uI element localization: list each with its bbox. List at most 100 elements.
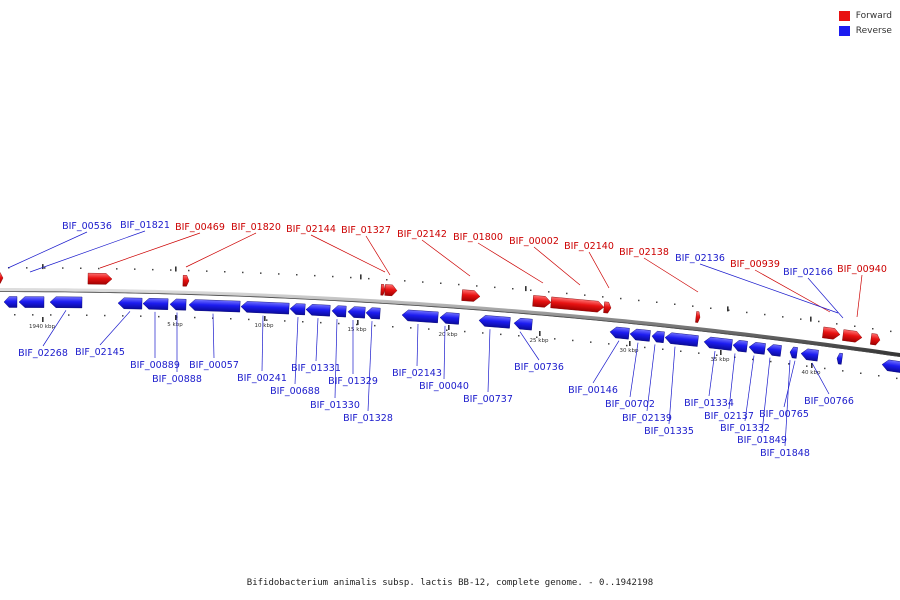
tick-dot-top <box>458 283 460 286</box>
reverse-gene-arrow-13-arrow <box>401 309 439 324</box>
forward-gene-arrow-9-arrow <box>695 311 701 323</box>
tick-dot-bottom <box>302 321 304 323</box>
tick-dot-bottom <box>536 336 538 338</box>
reverse-gene-arrow-20-arrow <box>664 332 699 347</box>
tick-dot-bottom <box>50 314 52 316</box>
legend-forward: Forward <box>838 8 892 23</box>
forward-gene-arrow-4-arrow <box>384 284 398 297</box>
legend-reverse-label: Reverse <box>855 25 892 36</box>
leader-bif-01328 <box>367 321 373 412</box>
gene-label-bif-00146: BIF_00146 <box>568 385 618 396</box>
reverse-gene-arrow-16 <box>513 317 533 331</box>
reverse-gene-arrow-10-arrow <box>331 305 347 318</box>
scale-label-40-kbp: 40 kbp <box>802 370 821 376</box>
forward-gene-arrow-6-arrow <box>532 295 552 308</box>
forward-gene-arrow-10 <box>822 326 841 340</box>
tick-dot-top <box>872 328 874 330</box>
tick-dot-top <box>134 268 136 270</box>
leader-bif-00146 <box>592 340 620 384</box>
reverse-gene-arrow-24 <box>766 344 782 357</box>
scale-tick <box>42 317 44 322</box>
tick-dot-top <box>422 281 424 283</box>
forward-gene-arrow-1 <box>87 272 113 285</box>
tick-dot-top <box>692 305 694 307</box>
tick-dot-top <box>656 301 658 303</box>
reverse-gene-arrow-25-arrow <box>789 346 798 359</box>
reverse-gene-arrow-26-arrow <box>800 348 819 362</box>
scale-tick <box>175 315 177 320</box>
leader-bif-00940 <box>856 274 863 318</box>
scale-tick <box>448 325 450 330</box>
leader-bif-00688 <box>294 317 299 385</box>
tick-dot-top <box>710 307 712 309</box>
leader-bif-01849 <box>761 357 771 434</box>
leader-bif-01330 <box>334 319 338 399</box>
gene-label-bif-02144: BIF_02144 <box>286 224 336 235</box>
tick-dot-top <box>638 299 640 302</box>
scale-tick <box>811 363 813 368</box>
tick-dot-bottom <box>428 328 430 330</box>
forward-gene-arrow-5-arrow <box>461 289 481 302</box>
tick-dot-top <box>476 285 478 287</box>
reverse-gene-arrow-5-arrow <box>169 298 187 311</box>
tick-dot-bottom <box>68 314 70 316</box>
leader-bif-02143 <box>416 323 419 367</box>
reverse-gene-arrow-16-arrow <box>513 317 533 331</box>
leader-bif-00536 <box>7 231 88 269</box>
tick-dot-bottom <box>896 377 898 380</box>
tick-dot-top <box>296 274 298 276</box>
leader-bif-02138 <box>643 257 699 293</box>
forward-gene-arrow-2-arrow <box>182 275 190 287</box>
tick-dot-top <box>278 273 280 275</box>
reverse-gene-arrow-24-arrow <box>766 344 782 357</box>
reverse-gene-arrow-21 <box>703 336 733 351</box>
tick-dot-bottom <box>626 344 628 347</box>
genome-caption: Bifidobacterium animalis subsp. lactis B… <box>246 578 654 588</box>
tick-dot-bottom <box>446 329 448 331</box>
tick-dot-bottom <box>518 335 520 337</box>
tick-dot-bottom <box>770 360 772 363</box>
gene-label-bif-01800: BIF_01800 <box>453 232 503 243</box>
tick-dot-bottom <box>158 315 160 318</box>
scale-label-10-kbp: 10 kbp <box>255 323 274 329</box>
leader-bif-02137 <box>728 353 736 410</box>
reverse-gene-arrow-25 <box>789 346 798 359</box>
leader-bif-01331 <box>315 318 319 362</box>
scale-label-1940-kbp: 1940 kbp <box>29 324 55 330</box>
tick-dot-bottom <box>284 320 286 322</box>
tick-dot-top <box>836 323 838 325</box>
leader-bif-01800 <box>477 242 544 284</box>
reverse-gene-arrow-6 <box>188 299 241 313</box>
reverse-gene-arrow-21-arrow <box>703 336 733 351</box>
tick-dot-bottom <box>356 323 358 326</box>
forward-gene-arrow-12-arrow <box>870 333 881 346</box>
reverse-gene-arrow-9-arrow <box>305 304 331 317</box>
scale-tick <box>629 341 631 346</box>
reverse-gene-arrow-17-arrow <box>609 326 630 340</box>
reverse-gene-arrow-27-arrow <box>836 352 843 365</box>
forward-gene-arrow-6 <box>532 295 552 308</box>
gene-label-bif-02136: BIF_02136 <box>675 253 725 264</box>
gene-label-bif-00536: BIF_00536 <box>62 221 112 232</box>
tick-dot-bottom <box>140 315 142 317</box>
tick-dot-top <box>332 275 334 278</box>
tick-dot-top <box>260 272 262 274</box>
tick-dot-bottom <box>788 363 790 365</box>
gene-label-bif-00888: BIF_00888 <box>152 374 202 385</box>
reverse-gene-arrow-6-arrow <box>188 299 241 313</box>
reverse-gene-arrow-22 <box>732 340 748 353</box>
tick-dot-top <box>26 267 28 269</box>
tick-dot-top <box>512 288 514 290</box>
tick-dot-bottom <box>464 330 466 333</box>
tick-dot-top <box>170 269 172 271</box>
forward-gene-arrow-3-arrow <box>380 283 386 296</box>
reverse-gene-arrow-17 <box>609 326 630 340</box>
gene-label-bif-00939: BIF_00939 <box>730 259 780 270</box>
forward-gene-arrow-0 <box>0 272 4 284</box>
tick-dot-top <box>44 267 46 269</box>
scale-label-35-kbp: 35 kbp <box>711 357 730 363</box>
gene-label-bif-01329: BIF_01329 <box>328 376 378 387</box>
reverse-gene-arrow-28-arrow <box>881 359 900 374</box>
forward-swatch <box>838 10 850 21</box>
reverse-gene-arrow-22-arrow <box>732 340 748 353</box>
